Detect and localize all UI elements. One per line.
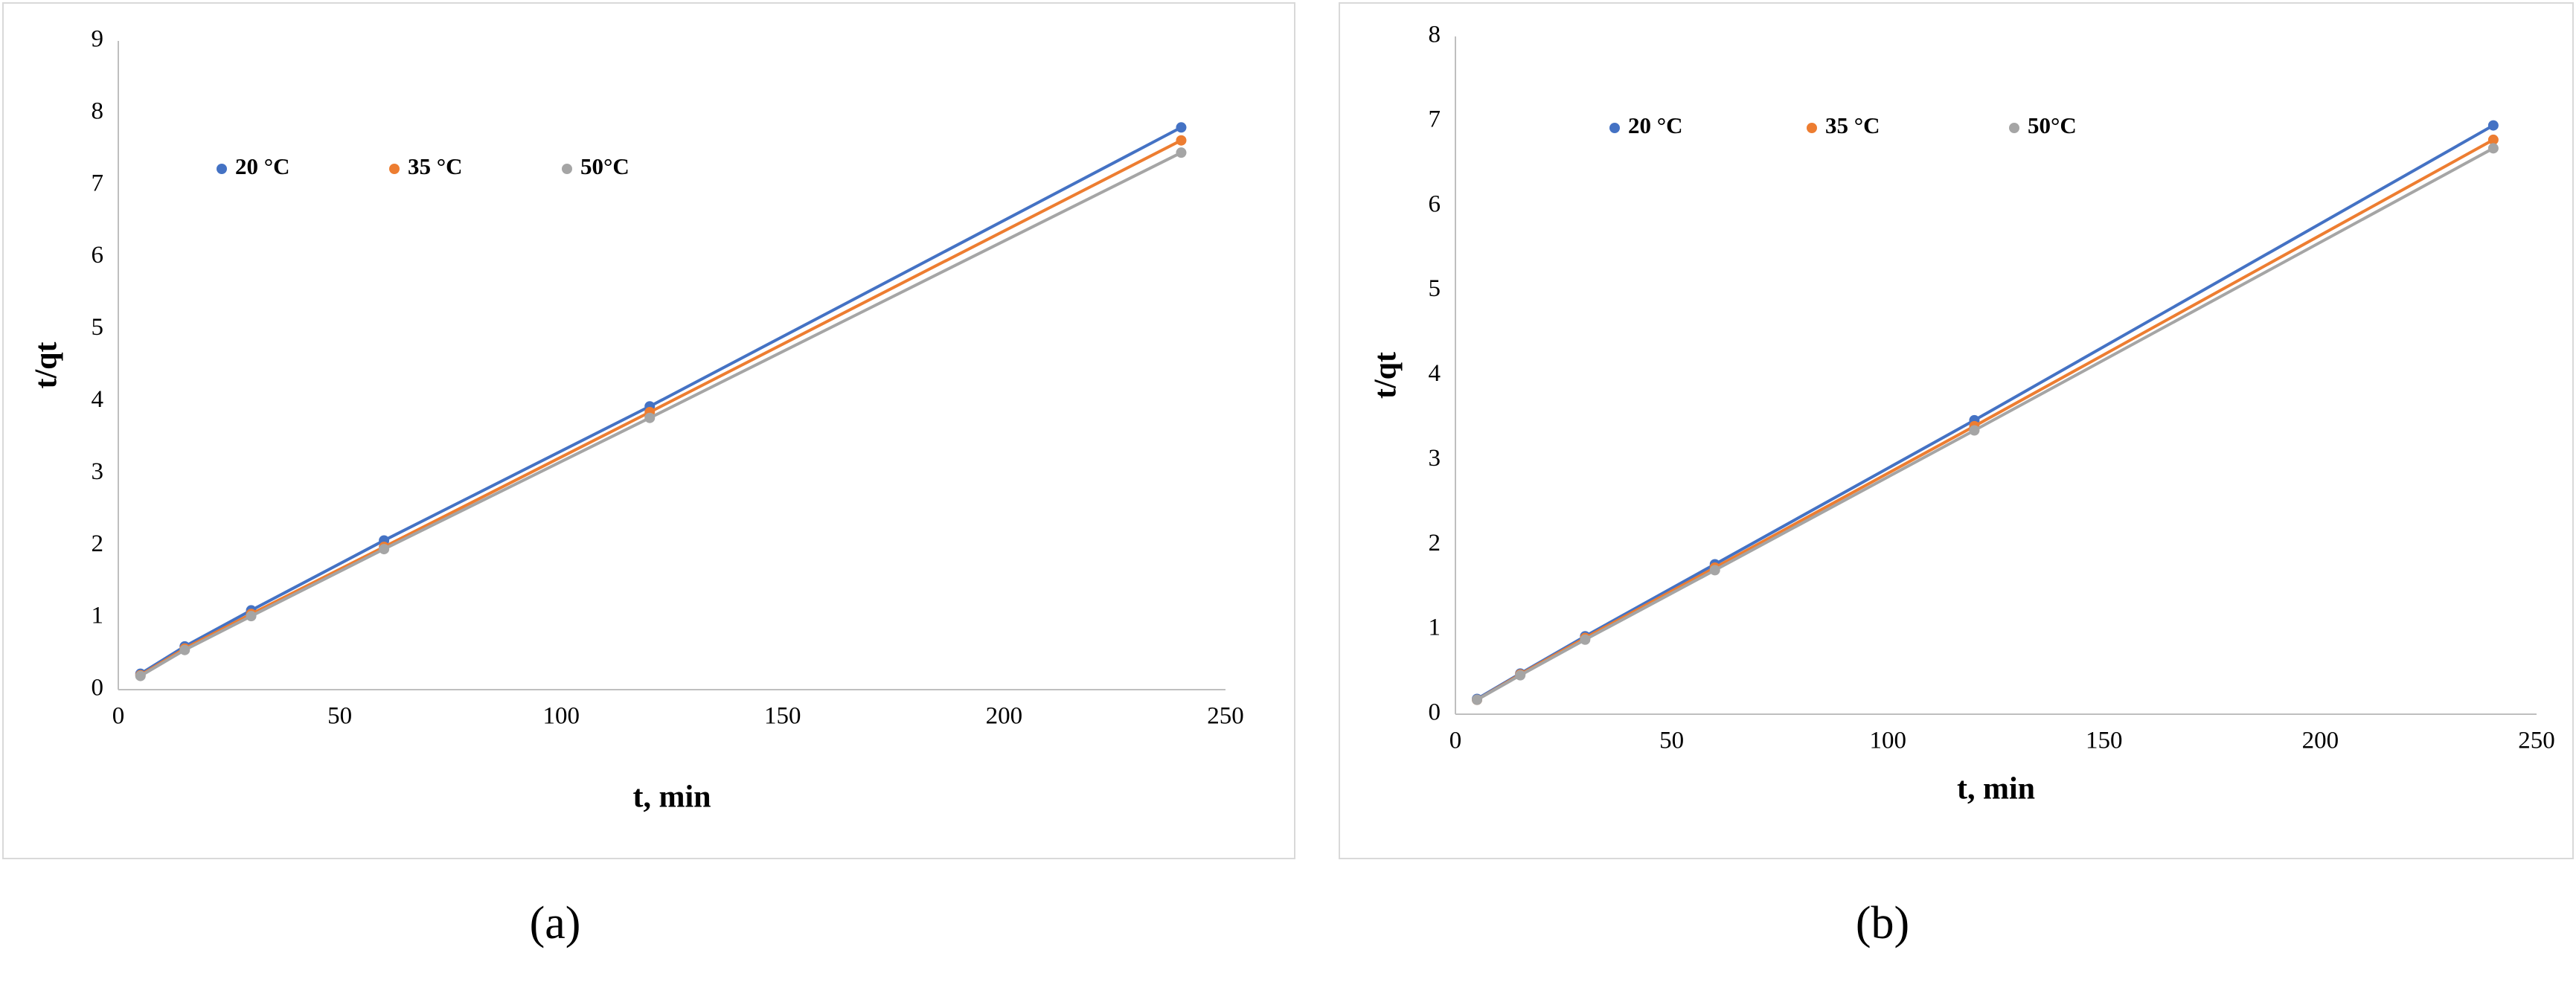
y-tick-label: 5 — [1429, 275, 1441, 302]
data-point — [1580, 634, 1591, 645]
y-tick-label: 7 — [92, 170, 104, 196]
x-tick-label: 0 — [112, 703, 125, 730]
chart-frame — [1339, 2, 2574, 859]
y-tick-label: 4 — [1429, 360, 1441, 387]
y-axis-title: t/qt — [1369, 352, 1403, 399]
y-tick-label: 2 — [92, 530, 104, 557]
legend-marker — [389, 164, 400, 174]
legend-label: 35 °C — [408, 153, 463, 179]
series-line — [139, 126, 1182, 676]
data-point — [2487, 134, 2499, 145]
data-point — [179, 644, 190, 655]
y-tick-label: 6 — [92, 242, 104, 269]
data-point — [1472, 694, 1483, 705]
y-tick-label: 3 — [92, 458, 104, 485]
legend-marker — [217, 164, 227, 174]
y-tick-label: 5 — [92, 314, 104, 341]
y-tick-label: 7 — [1429, 106, 1441, 132]
x-tick-label: 50 — [327, 703, 352, 730]
y-tick-label: 6 — [1429, 190, 1441, 217]
chart-frame — [2, 2, 1295, 859]
legend-marker — [1807, 123, 1817, 133]
x-tick-label: 250 — [1207, 703, 1244, 730]
legend-marker — [2009, 123, 2019, 133]
x-tick-label: 200 — [2302, 728, 2339, 754]
x-tick-label: 250 — [2518, 728, 2555, 754]
data-point — [379, 544, 390, 555]
data-point — [1709, 565, 1720, 576]
legend-label: 20 °C — [235, 153, 290, 179]
panel-label: (b) — [1856, 898, 1909, 949]
x-tick-label: 150 — [764, 703, 801, 730]
data-point — [1176, 147, 1187, 158]
data-point — [246, 611, 257, 622]
data-point — [135, 670, 146, 681]
x-tick-label: 200 — [986, 703, 1023, 730]
legend-marker — [562, 164, 572, 174]
y-axis-title: t/qt — [30, 341, 64, 388]
x-tick-label: 100 — [1869, 728, 1906, 754]
y-tick-label: 3 — [1429, 445, 1441, 472]
x-tick-label: 50 — [1659, 728, 1684, 754]
legend-label: 50°C — [2028, 112, 2077, 138]
series-line — [1476, 147, 2494, 702]
y-tick-label: 4 — [92, 386, 104, 413]
y-tick-label: 1 — [1429, 615, 1441, 641]
legend-label: 20 °C — [1628, 112, 1683, 138]
y-tick-label: 8 — [92, 97, 104, 124]
x-axis-title: t, min — [633, 780, 711, 815]
y-tick-label: 1 — [92, 603, 104, 629]
y-tick-label: 0 — [1429, 699, 1441, 726]
data-point — [1176, 135, 1187, 146]
y-tick-label: 2 — [1429, 530, 1441, 556]
legend-label: 50°C — [580, 153, 629, 179]
y-tick-label: 0 — [92, 675, 104, 702]
series-line — [139, 138, 1182, 677]
legend-marker — [1609, 123, 1620, 133]
panel-label: (a) — [530, 898, 581, 949]
y-tick-label: 8 — [1429, 22, 1441, 48]
x-tick-label: 100 — [542, 703, 580, 730]
data-point — [1515, 670, 1526, 681]
data-point — [2487, 143, 2499, 154]
y-tick-label: 9 — [92, 26, 104, 53]
legend-label: 35 °C — [1825, 112, 1880, 138]
x-tick-label: 0 — [1449, 728, 1462, 754]
x-axis-title: t, min — [1957, 772, 2035, 806]
data-point — [1176, 122, 1187, 133]
data-point — [1969, 425, 1980, 436]
data-point — [644, 412, 656, 423]
data-point — [2487, 120, 2499, 131]
series-line — [139, 151, 1182, 678]
x-tick-label: 150 — [2086, 728, 2123, 754]
